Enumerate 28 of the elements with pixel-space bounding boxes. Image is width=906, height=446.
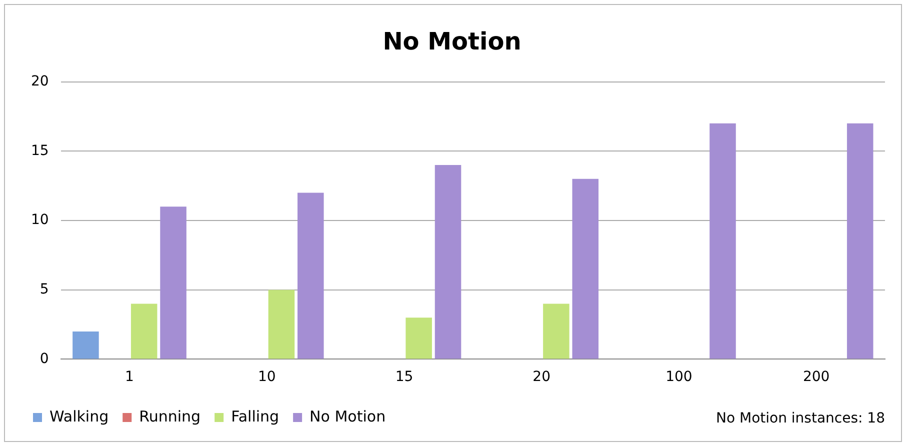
y-tick-label: 10 [30,212,49,228]
x-tick-label: 10 [258,369,276,386]
chart-title: No Motion [382,28,522,56]
y-tick-label: 0 [40,350,49,367]
legend-label: Walking [50,407,109,426]
bar [572,178,599,359]
y-tick-label: 15 [30,142,49,159]
bar [846,123,874,359]
bar [406,318,432,359]
x-tick-label: 1 [125,369,134,386]
bar [130,304,158,359]
legend-label: No Motion [310,407,386,426]
x-tick-label: 200 [802,369,830,386]
x-tick-label: 100 [666,369,692,386]
bar [434,165,462,359]
y-tick-label: 20 [30,73,49,90]
legend-label: Running [139,407,201,426]
bar [72,331,99,359]
bar [268,290,295,359]
y-tick-label: 5 [40,281,49,298]
legend-label: Falling [231,407,280,426]
x-tick-label: 15 [395,369,414,386]
bar [543,304,570,359]
bar [298,192,324,359]
bar [160,206,186,359]
x-tick-label: 20 [532,369,551,386]
text: No Motion instances: 18 [716,410,885,427]
bar [710,123,736,359]
